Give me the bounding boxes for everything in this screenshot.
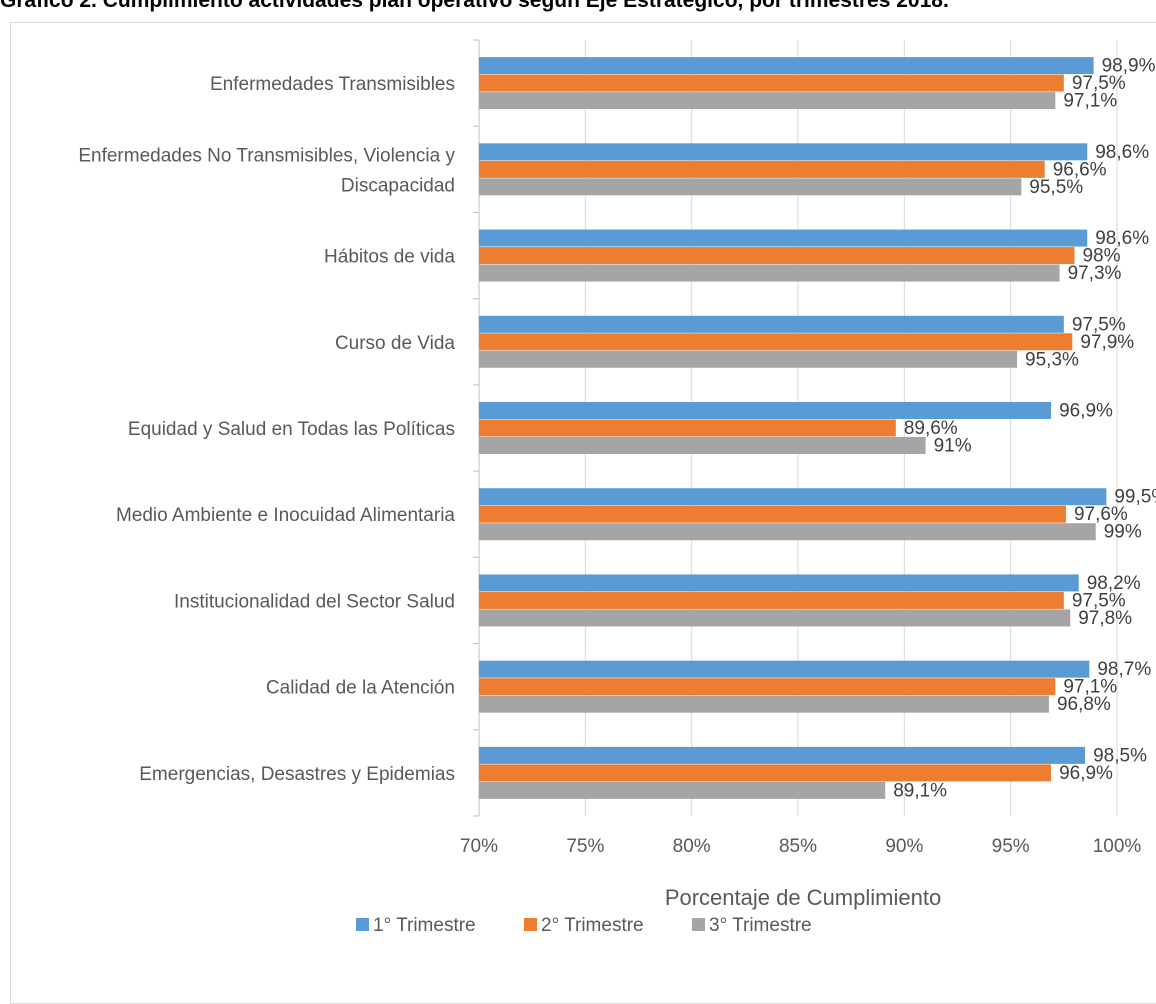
legend-swatch [692,918,705,931]
data-label: 89,6% [904,418,958,439]
bar [479,57,1094,75]
data-label: 95,3% [1025,349,1079,370]
data-label: 97,1% [1063,91,1117,112]
bar [479,505,1066,523]
bar [479,333,1073,351]
data-label: 98,9% [1102,56,1156,77]
category-label: Discapacidad [341,175,455,196]
bar [479,419,896,437]
x-tick-label: 75% [566,836,604,857]
data-label: 96,8% [1057,694,1111,715]
bar [479,92,1056,110]
x-tick-label: 80% [673,836,711,857]
x-tick-label: 95% [992,836,1030,857]
x-tick-labels: 70% 75% 80% 85% 90% 95% 100% [460,836,1141,857]
data-label: 98% [1082,246,1120,267]
bar [479,437,926,454]
bar [479,315,1064,333]
data-label: 97,5% [1072,73,1126,94]
data-label: 98,2% [1087,573,1141,594]
bar [479,264,1060,282]
bar [479,764,1052,782]
bar [479,488,1107,506]
bar [479,591,1064,609]
data-label: 97,6% [1074,504,1128,525]
bar [479,247,1075,265]
category-axis-ticks [473,39,480,817]
category-label: Hábitos de vida [324,247,455,268]
legend-swatch [524,918,537,931]
data-label: 98,6% [1095,228,1149,249]
data-label: 98,7% [1097,659,1151,680]
category-labels: Enfermedades Transmisibles Enfermedades N… [78,74,455,785]
category-label: Enfermedades No Transmisibles, Violencia… [78,145,455,166]
bar [479,695,1049,713]
data-label: 97,1% [1063,677,1117,698]
category-label: Equidad y Salud en Todas las Políticas [128,419,455,440]
data-label: 97,3% [1068,263,1122,284]
bars [479,57,1107,799]
x-tick-label: 70% [460,836,498,857]
category-label: Institucionalidad del Sector Salud [174,591,455,612]
data-label: 96,9% [1059,763,1113,784]
category-label: Enfermedades Transmisibles [210,74,455,95]
legend-swatch [356,918,369,931]
bar [479,746,1086,764]
bar [479,523,1096,541]
data-label: 96,9% [1059,401,1113,422]
bar [479,574,1079,592]
data-labels: 98,9%97,5%97,1%98,6%96,6%95,5%98,6%98%97… [893,56,1156,802]
data-label: 99,5% [1114,487,1156,508]
bar [479,350,1018,368]
bar [479,678,1056,696]
data-label: 99% [1104,522,1142,543]
data-label: 97,8% [1078,608,1132,629]
category-label: Calidad de la Atención [266,678,455,699]
data-label: 97,5% [1072,314,1126,335]
x-tick-label: 90% [885,836,923,857]
category-label: Emergencias, Desastres y Epidemias [139,764,455,785]
bar [479,178,1022,196]
bar [479,229,1088,247]
legend-label: 1° Trimestre [373,915,476,936]
bar [479,160,1045,178]
bar [479,74,1064,92]
chart-title: Gráfico 2. Cumplimiento actividades plan… [0,0,949,12]
legend-label: 2° Trimestre [541,915,644,936]
data-label: 98,5% [1093,745,1147,766]
bar [479,143,1088,161]
data-label: 95,5% [1029,177,1083,198]
category-label: Medio Ambiente e Inocuidad Alimentaria [116,505,455,526]
legend: 1° Trimestre 2° Trimestre 3° Trimestre [356,915,812,936]
x-tick-label: 85% [779,836,817,857]
data-label: 97,9% [1080,332,1134,353]
data-label: 91% [934,436,972,457]
data-label: 89,1% [893,780,947,801]
x-tick-label: 100% [1093,836,1142,857]
legend-label: 3° Trimestre [709,915,812,936]
data-label: 97,5% [1072,590,1126,611]
x-axis-title: Porcentaje de Cumplimiento [665,885,941,910]
bar [479,609,1071,627]
category-label: Curso de Vida [335,333,455,354]
data-label: 96,6% [1053,159,1107,180]
bar [479,781,886,799]
data-label: 98,6% [1095,142,1149,163]
bar [479,660,1090,678]
bar [479,402,1052,419]
